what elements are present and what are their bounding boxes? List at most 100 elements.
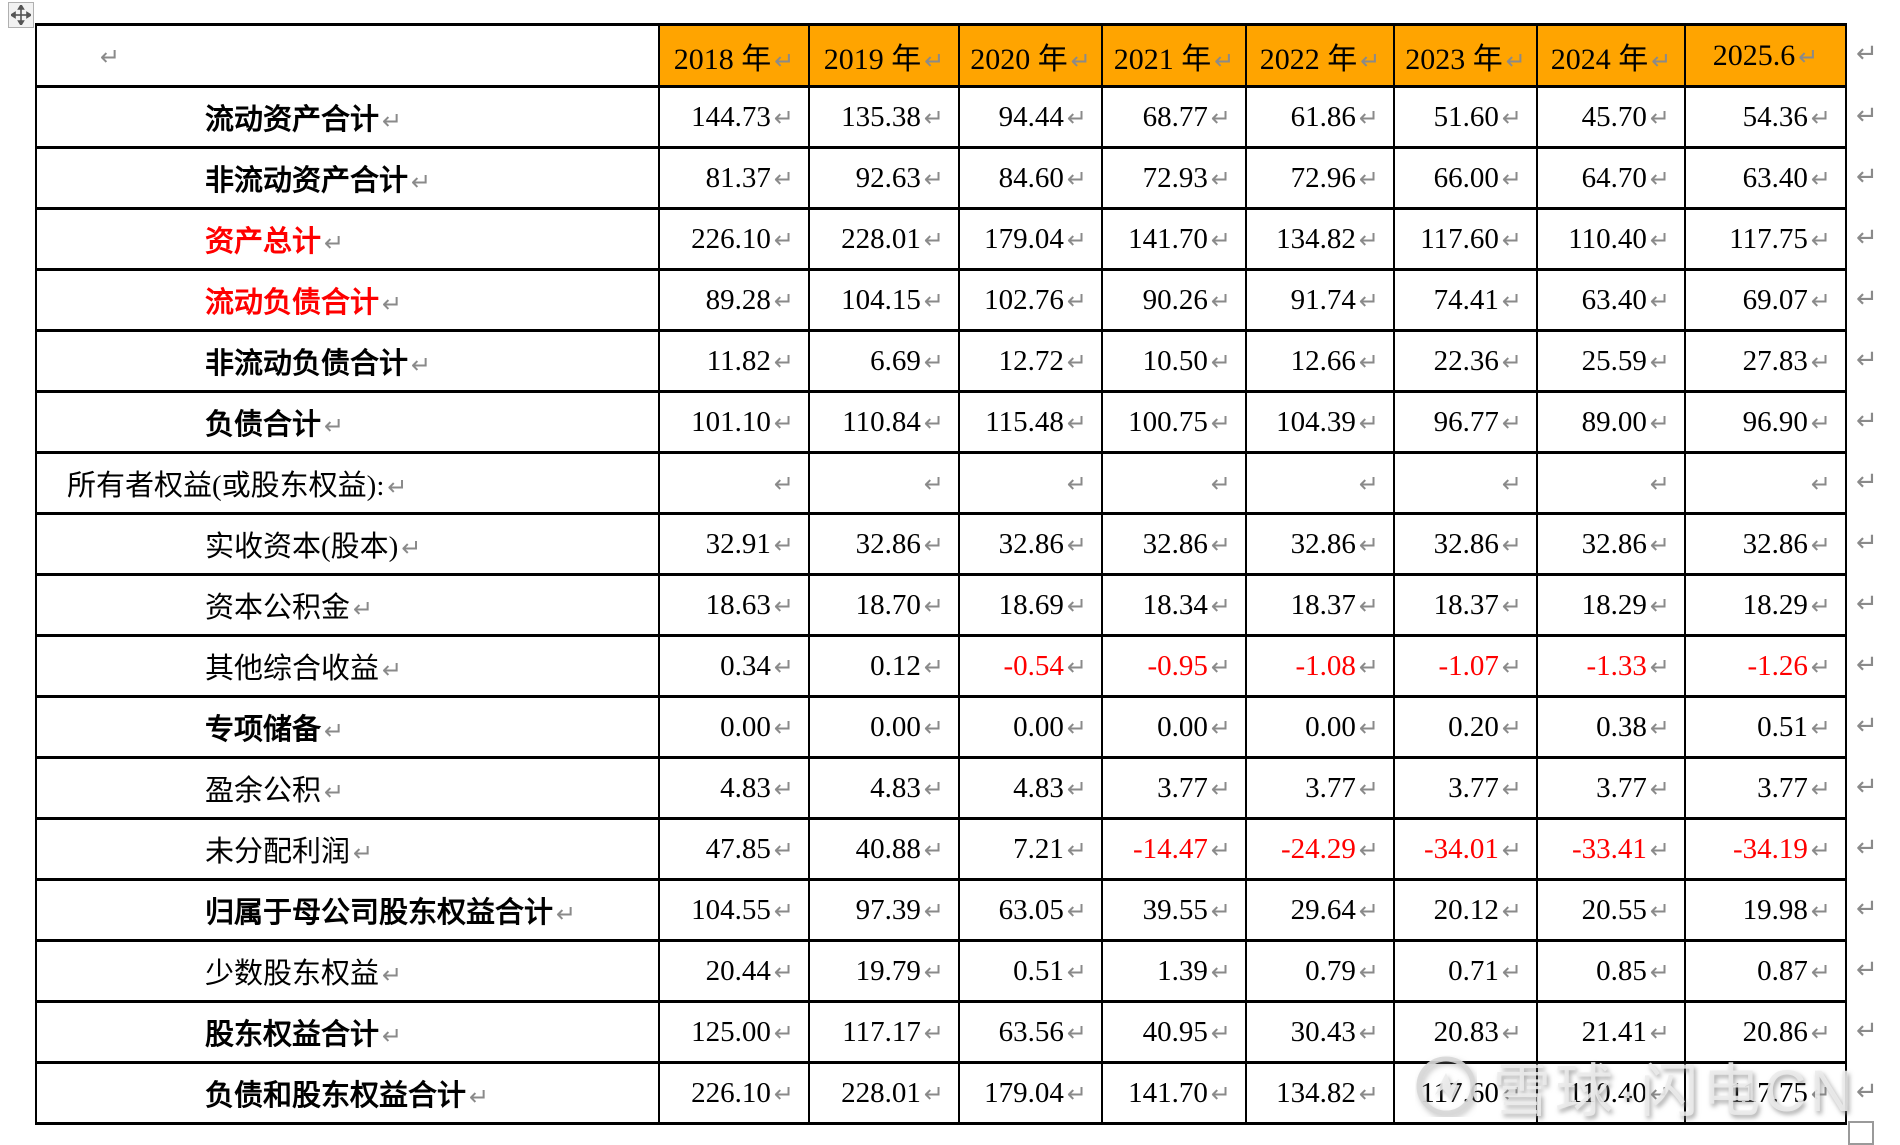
value-cell[interactable]: 96.90 ↵ [1684, 390, 1847, 454]
value-cell[interactable]: 100.75 ↵ [1101, 390, 1247, 454]
value-cell[interactable]: 29.64 ↵ [1245, 878, 1395, 942]
value-cell[interactable]: 135.38 ↵ [808, 85, 960, 149]
value-cell[interactable]: 18.37 ↵ [1393, 573, 1538, 637]
value-cell[interactable]: 32.86 ↵ [1101, 512, 1247, 576]
value-cell[interactable]: -1.33 ↵ [1536, 634, 1686, 698]
value-cell[interactable]: 0.00 ↵ [958, 695, 1103, 759]
value-cell[interactable]: 4.83 ↵ [958, 756, 1103, 820]
value-cell[interactable]: ↵ [958, 451, 1103, 515]
value-cell[interactable]: 117.17 ↵ [808, 1000, 960, 1064]
value-cell[interactable]: 63.40 ↵ [1536, 268, 1686, 332]
value-cell[interactable]: 18.69 ↵ [958, 573, 1103, 637]
value-cell[interactable]: 228.01 ↵ [808, 207, 960, 271]
value-cell[interactable]: 134.82 ↵ [1245, 1061, 1395, 1125]
row-label-cell[interactable]: 少数股东权益 ↵ [35, 939, 660, 1003]
value-cell[interactable]: 141.70 ↵ [1101, 207, 1247, 271]
value-cell[interactable]: 32.86 ↵ [1536, 512, 1686, 576]
value-cell[interactable]: 4.83 ↵ [808, 756, 960, 820]
value-cell[interactable]: 19.79 ↵ [808, 939, 960, 1003]
value-cell[interactable]: 18.34 ↵ [1101, 573, 1247, 637]
value-cell[interactable]: 0.20 ↵ [1393, 695, 1538, 759]
value-cell[interactable]: 20.12 ↵ [1393, 878, 1538, 942]
year-header-cell[interactable]: 2025.6 ↵ [1684, 23, 1847, 88]
value-cell[interactable]: 226.10 ↵ [658, 1061, 810, 1125]
value-cell[interactable]: 32.91 ↵ [658, 512, 810, 576]
value-cell[interactable]: 63.56 ↵ [958, 1000, 1103, 1064]
value-cell[interactable]: 89.00 ↵ [1536, 390, 1686, 454]
row-label-cell[interactable]: 资产总计 ↵ [35, 207, 660, 271]
value-cell[interactable]: 64.70 ↵ [1536, 146, 1686, 210]
value-cell[interactable]: -1.26 ↵ [1684, 634, 1847, 698]
value-cell[interactable]: 20.44 ↵ [658, 939, 810, 1003]
row-label-cell[interactable]: 专项储备 ↵ [35, 695, 660, 759]
year-header-cell[interactable]: 2021 年 ↵ [1101, 23, 1247, 88]
value-cell[interactable]: 27.83 ↵ [1684, 329, 1847, 393]
value-cell[interactable]: 226.10 ↵ [658, 207, 810, 271]
value-cell[interactable]: ↵ [1536, 451, 1686, 515]
value-cell[interactable]: 104.39 ↵ [1245, 390, 1395, 454]
value-cell[interactable]: 72.96 ↵ [1245, 146, 1395, 210]
value-cell[interactable]: -24.29 ↵ [1245, 817, 1395, 881]
row-label-cell[interactable]: 负债和股东权益合计 ↵ [35, 1061, 660, 1125]
value-cell[interactable]: 97.39 ↵ [808, 878, 960, 942]
value-cell[interactable]: 0.51 ↵ [958, 939, 1103, 1003]
value-cell[interactable]: 0.00 ↵ [1245, 695, 1395, 759]
value-cell[interactable]: ↵ [1684, 451, 1847, 515]
value-cell[interactable]: 18.63 ↵ [658, 573, 810, 637]
value-cell[interactable]: -33.41 ↵ [1536, 817, 1686, 881]
year-header-cell[interactable]: 2020 年 ↵ [958, 23, 1103, 88]
value-cell[interactable]: ↵ [1101, 451, 1247, 515]
value-cell[interactable]: 0.79 ↵ [1245, 939, 1395, 1003]
value-cell[interactable]: 89.28 ↵ [658, 268, 810, 332]
year-header-cell[interactable]: 2018 年 ↵ [658, 23, 810, 88]
value-cell[interactable]: ↵ [808, 451, 960, 515]
value-cell[interactable]: 0.12 ↵ [808, 634, 960, 698]
value-cell[interactable]: 117.60 ↵ [1393, 207, 1538, 271]
header-corner-cell[interactable]: ↵ [35, 23, 660, 88]
value-cell[interactable]: 25.59 ↵ [1536, 329, 1686, 393]
value-cell[interactable]: 18.37 ↵ [1245, 573, 1395, 637]
value-cell[interactable]: 104.55 ↵ [658, 878, 810, 942]
value-cell[interactable]: 3.77 ↵ [1393, 756, 1538, 820]
row-label-cell[interactable]: 流动负债合计 ↵ [35, 268, 660, 332]
value-cell[interactable]: 0.34 ↵ [658, 634, 810, 698]
value-cell[interactable]: 117.75 ↵ [1684, 1061, 1847, 1125]
value-cell[interactable]: 91.74 ↵ [1245, 268, 1395, 332]
value-cell[interactable]: -34.01 ↵ [1393, 817, 1538, 881]
value-cell[interactable]: 110.84 ↵ [808, 390, 960, 454]
row-label-cell[interactable]: 归属于母公司股东权益合计 ↵ [35, 878, 660, 942]
value-cell[interactable]: 40.95 ↵ [1101, 1000, 1247, 1064]
row-label-cell[interactable]: 未分配利润 ↵ [35, 817, 660, 881]
value-cell[interactable]: 54.36 ↵ [1684, 85, 1847, 149]
value-cell[interactable]: 110.40 ↵ [1536, 207, 1686, 271]
value-cell[interactable]: 1.39 ↵ [1101, 939, 1247, 1003]
value-cell[interactable]: 30.43 ↵ [1245, 1000, 1395, 1064]
year-header-cell[interactable]: 2023 年 ↵ [1393, 23, 1538, 88]
value-cell[interactable]: 117.60 ↵ [1393, 1061, 1538, 1125]
value-cell[interactable]: 96.77 ↵ [1393, 390, 1538, 454]
row-label-cell[interactable]: 非流动负债合计 ↵ [35, 329, 660, 393]
value-cell[interactable]: -1.07 ↵ [1393, 634, 1538, 698]
value-cell[interactable]: ↵ [658, 451, 810, 515]
value-cell[interactable]: 20.83 ↵ [1393, 1000, 1538, 1064]
value-cell[interactable]: 18.70 ↵ [808, 573, 960, 637]
value-cell[interactable]: 51.60 ↵ [1393, 85, 1538, 149]
value-cell[interactable]: 20.86 ↵ [1684, 1000, 1847, 1064]
value-cell[interactable]: 144.73 ↵ [658, 85, 810, 149]
value-cell[interactable]: 21.41 ↵ [1536, 1000, 1686, 1064]
value-cell[interactable]: 12.72 ↵ [958, 329, 1103, 393]
value-cell[interactable]: 6.69 ↵ [808, 329, 960, 393]
value-cell[interactable]: 110.40 ↵ [1536, 1061, 1686, 1125]
value-cell[interactable]: 0.51 ↵ [1684, 695, 1847, 759]
value-cell[interactable]: 63.40 ↵ [1684, 146, 1847, 210]
value-cell[interactable]: 117.75 ↵ [1684, 207, 1847, 271]
value-cell[interactable]: 179.04 ↵ [958, 207, 1103, 271]
value-cell[interactable]: 125.00 ↵ [658, 1000, 810, 1064]
value-cell[interactable]: -0.54 ↵ [958, 634, 1103, 698]
year-header-cell[interactable]: 2022 年 ↵ [1245, 23, 1395, 88]
value-cell[interactable]: 12.66 ↵ [1245, 329, 1395, 393]
row-label-cell[interactable]: 股东权益合计 ↵ [35, 1000, 660, 1064]
value-cell[interactable]: 32.86 ↵ [958, 512, 1103, 576]
value-cell[interactable]: 101.10 ↵ [658, 390, 810, 454]
year-header-cell[interactable]: 2019 年 ↵ [808, 23, 960, 88]
